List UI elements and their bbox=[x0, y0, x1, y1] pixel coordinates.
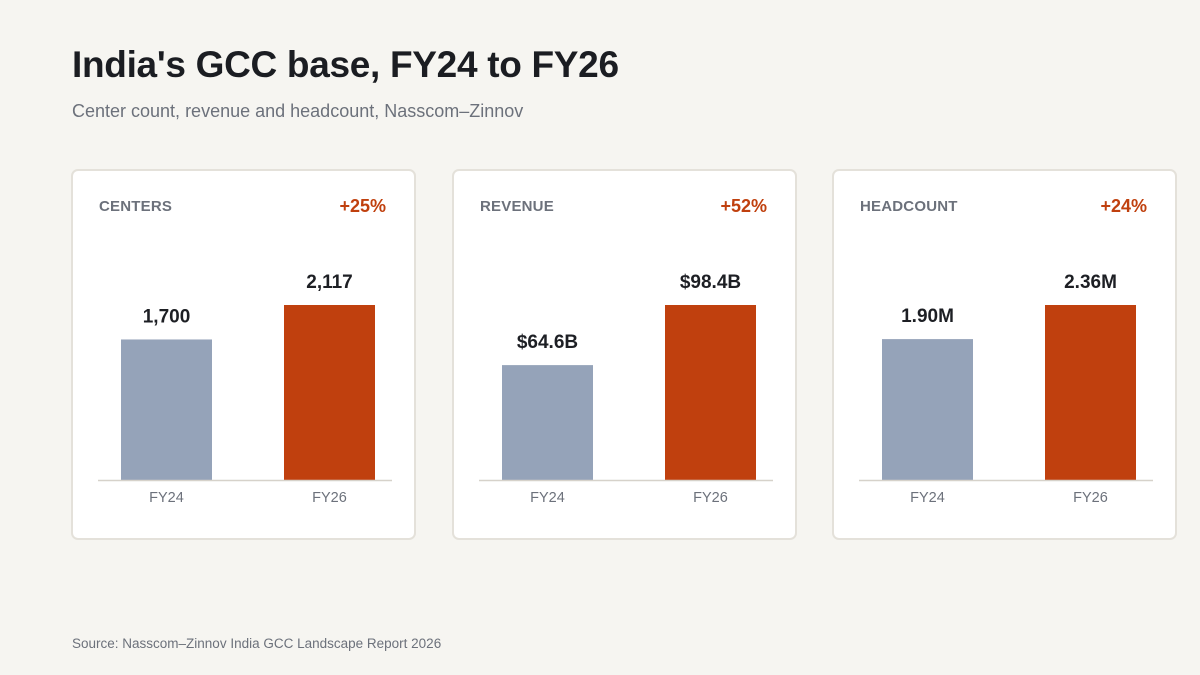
bar-chart-revenue: $64.6B FY24 $98.4B FY26 bbox=[479, 272, 773, 506]
tick-label-centers-fy24: FY24 bbox=[149, 490, 184, 506]
data-label-revenue-fy24: $64.6B bbox=[517, 332, 578, 353]
tick-label-centers-fy26: FY26 bbox=[312, 490, 347, 506]
panel-label-centers: CENTERS bbox=[99, 198, 173, 215]
bar-headcount-fy26 bbox=[1045, 305, 1136, 480]
panel-headcount: HEADCOUNT +24% 1.90M FY24 2.36M FY26 bbox=[832, 169, 1177, 540]
data-label-headcount-fy24: 1.90M bbox=[901, 306, 954, 327]
page-title: India's GCC base, FY24 to FY26 bbox=[72, 44, 619, 85]
tick-label-headcount-fy26: FY26 bbox=[1073, 490, 1108, 506]
page-subtitle: Center count, revenue and headcount, Nas… bbox=[72, 101, 524, 121]
panel-label-headcount: HEADCOUNT bbox=[860, 198, 958, 215]
bar-chart-headcount: 1.90M FY24 2.36M FY26 bbox=[859, 272, 1153, 506]
bar-centers-fy26 bbox=[284, 305, 375, 480]
panel-label-revenue: REVENUE bbox=[480, 198, 554, 215]
bar-centers-fy24 bbox=[121, 339, 212, 480]
bar-revenue-fy24 bbox=[502, 365, 593, 480]
bar-revenue-fy26 bbox=[665, 305, 756, 480]
panel-revenue: REVENUE +52% $64.6B FY24 $98.4B FY26 bbox=[452, 169, 797, 540]
source-note: Source: Nasscom–Zinnov India GCC Landsca… bbox=[72, 636, 442, 651]
data-label-revenue-fy26: $98.4B bbox=[680, 272, 741, 293]
data-label-centers-fy26: 2,117 bbox=[306, 272, 353, 293]
tick-label-headcount-fy24: FY24 bbox=[910, 490, 945, 506]
data-label-centers-fy24: 1,700 bbox=[143, 306, 191, 327]
bar-headcount-fy24 bbox=[882, 339, 973, 480]
panel-centers: CENTERS +25% 1,700 FY24 2,117 FY26 bbox=[71, 169, 416, 540]
change-badge-revenue: +52% bbox=[720, 196, 767, 216]
bar-chart-centers: 1,700 FY24 2,117 FY26 bbox=[98, 272, 392, 506]
change-badge-centers: +25% bbox=[339, 196, 386, 216]
data-label-headcount-fy26: 2.36M bbox=[1064, 272, 1117, 293]
tick-label-revenue-fy24: FY24 bbox=[530, 490, 565, 506]
change-badge-headcount: +24% bbox=[1100, 196, 1147, 216]
tick-label-revenue-fy26: FY26 bbox=[693, 490, 728, 506]
